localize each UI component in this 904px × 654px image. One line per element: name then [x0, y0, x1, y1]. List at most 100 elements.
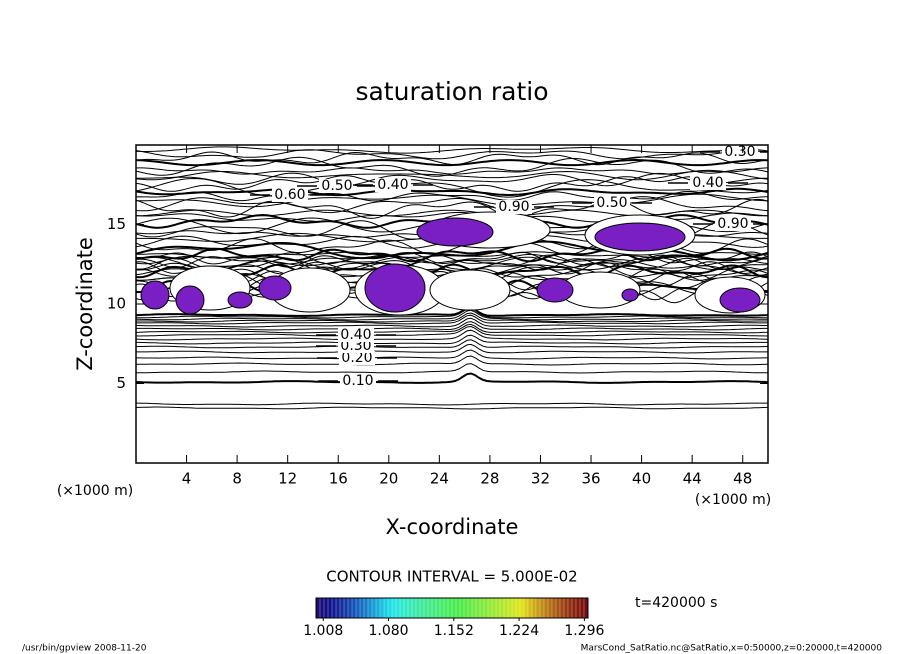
contour-line — [136, 339, 768, 349]
contour-line — [136, 172, 768, 187]
contour-line — [136, 372, 768, 384]
colorbar-cell — [519, 597, 525, 619]
colorbar-cell — [395, 597, 401, 619]
contour-line — [136, 169, 768, 181]
x-tick-label: 40 — [632, 470, 651, 488]
contour-line — [136, 251, 768, 265]
colorbar-cell — [459, 597, 465, 619]
contour-line — [136, 158, 768, 167]
contour-line — [136, 317, 768, 328]
x-axis-unit: (×1000 m) — [695, 492, 771, 508]
label-bg — [375, 178, 411, 192]
colorbar-label: 1.296 — [564, 623, 604, 639]
colorbar-cell — [447, 597, 453, 619]
x-tick-label: 36 — [581, 470, 600, 488]
y-tick-label: 5 — [116, 374, 126, 392]
colorbar-cell — [323, 597, 329, 619]
plot-area: 0.100.200.300.400.50 0.400.600.400.300.50… — [135, 144, 769, 464]
colorbar-cell — [479, 597, 485, 619]
colorbar-cell — [539, 597, 545, 619]
contour-line — [136, 247, 768, 263]
colorbar-cell — [335, 597, 341, 619]
y-tick-label: 10 — [107, 295, 126, 313]
contour-line — [136, 196, 768, 214]
supersaturated-region — [621, 288, 639, 302]
colorbar-cell — [399, 597, 405, 619]
colorbar-cell — [483, 597, 489, 619]
supersaturated-region — [227, 291, 253, 309]
contour-line — [136, 323, 768, 334]
label-bg — [496, 200, 532, 214]
contour-label: 0.90 — [498, 199, 529, 215]
contour-line — [136, 190, 768, 202]
label-bg — [340, 374, 376, 388]
colorbar-frame — [315, 597, 589, 619]
colorbar-cell — [503, 597, 509, 619]
contour-line — [136, 325, 768, 337]
x-tick-label: 8 — [232, 470, 242, 488]
colorbar-label: 1.152 — [434, 623, 474, 639]
contour-label: 0.50 — [596, 195, 627, 211]
colorbar-cell — [367, 597, 373, 619]
label-bg — [594, 196, 630, 210]
colorbar-label: 1.080 — [368, 623, 408, 639]
contour-line — [136, 177, 768, 198]
chart-title: saturation ratio — [355, 77, 548, 106]
colorbar-cell — [515, 597, 521, 619]
contour-line — [136, 187, 768, 197]
contour-line — [136, 261, 768, 275]
contour-label: 0.50 — [321, 178, 352, 194]
x-tick-label: 44 — [683, 470, 702, 488]
colorbar-cell — [407, 597, 413, 619]
contour-label: 0.60 — [274, 187, 305, 203]
colorbar-cell — [475, 597, 481, 619]
contour-line — [136, 148, 768, 160]
contour-line — [136, 406, 768, 410]
contour-label: 0.20 — [341, 350, 372, 366]
colorbar-cell — [423, 597, 429, 619]
footer-left: /usr/bin/gpview 2008-11-20 — [22, 644, 147, 654]
colorbar-cell — [443, 597, 449, 619]
colorbar-cell — [467, 597, 473, 619]
clear-region — [429, 269, 511, 311]
colorbar-cell — [403, 597, 409, 619]
colorbar-cell — [555, 597, 561, 619]
contour-field: 0.100.200.300.400.50 0.400.600.400.300.50… — [136, 144, 768, 410]
x-tick-label: 48 — [733, 470, 752, 488]
contour-line — [136, 334, 768, 345]
footer-right: MarsCond_SatRatio.nc@SatRatio,x=0:50000,… — [581, 644, 883, 654]
supersaturated-region — [719, 287, 761, 313]
contour-line — [136, 254, 768, 269]
contour-label: 0.90 — [717, 216, 748, 232]
contour-line — [136, 146, 768, 154]
colorbar-cell — [543, 597, 549, 619]
contour-label: 0.40 — [692, 175, 723, 191]
contour-line — [136, 314, 768, 325]
colorbar-cell — [527, 597, 533, 619]
colorbar-cell — [319, 597, 325, 619]
supersaturated-region — [416, 217, 494, 247]
contour-label: 0.30 — [724, 144, 755, 160]
colorbar-cell — [363, 597, 369, 619]
colorbar-cell — [559, 597, 565, 619]
colorbar-cell — [495, 597, 501, 619]
colorbar-cell — [419, 597, 425, 619]
supersaturated-region — [175, 285, 205, 315]
supersaturated-region — [536, 277, 574, 303]
contour-line — [136, 308, 768, 319]
label-bg — [715, 217, 751, 231]
colorbar-cell — [427, 597, 433, 619]
label-bg — [338, 328, 374, 342]
contour-line — [136, 343, 768, 354]
label-bg — [319, 179, 355, 193]
contour-line — [136, 309, 768, 321]
contour-line — [136, 209, 768, 217]
colorbar-cell — [435, 597, 441, 619]
colorbar-cell — [575, 597, 581, 619]
contour-line — [136, 193, 768, 208]
contour-label: 0.40 — [377, 177, 408, 193]
y-axis-unit: (×1000 m) — [57, 483, 133, 499]
colorbar-cell — [451, 597, 457, 619]
contour-line — [136, 363, 768, 374]
